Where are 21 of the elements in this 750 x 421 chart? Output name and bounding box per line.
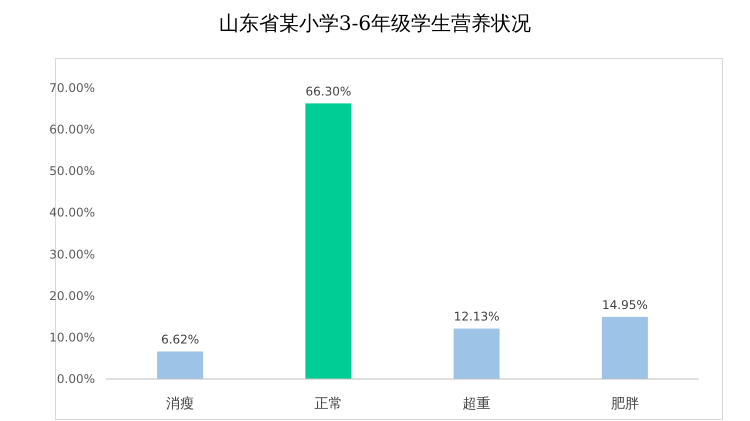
y-tick-label: 20.00%: [49, 288, 95, 303]
y-tick-label: 30.00%: [49, 247, 95, 262]
y-tick-label: 70.00%: [49, 81, 95, 95]
bar: [454, 328, 500, 379]
chart-title: 山东省某小学3-6年级学生营养状况: [218, 11, 532, 35]
data-label: 12.13%: [454, 310, 500, 324]
data-label: 66.30%: [305, 84, 352, 98]
bar: [602, 316, 648, 379]
y-tick-label: 0.00%: [56, 372, 95, 386]
y-tick-label: 10.00%: [49, 330, 95, 344]
y-tick-label: 60.00%: [49, 122, 95, 137]
x-tick-label: 肥胖: [610, 396, 639, 412]
y-tick-label: 50.00%: [49, 164, 95, 178]
bar: [157, 351, 204, 379]
bar: [305, 103, 352, 379]
data-label: 14.95%: [602, 298, 648, 312]
x-tick-label: 消瘦: [166, 396, 194, 412]
x-tick-label: 超重: [462, 396, 491, 412]
data-label: 6.62%: [161, 332, 200, 346]
x-tick-label: 正常: [314, 396, 342, 412]
y-tick-label: 40.00%: [49, 206, 95, 220]
